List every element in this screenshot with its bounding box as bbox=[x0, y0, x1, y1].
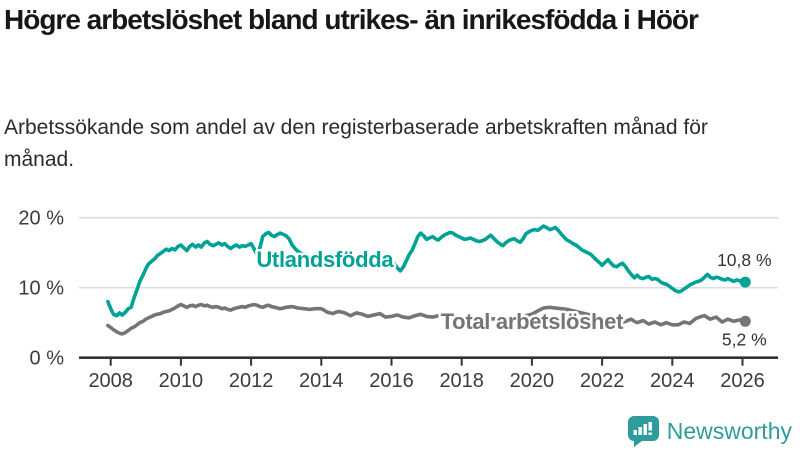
brand-name: Newsworthy bbox=[666, 418, 792, 444]
y-axis-tick-label: 20 % bbox=[18, 208, 64, 230]
chart-subtitle: Arbetssökande som andel av den registerb… bbox=[4, 116, 708, 171]
series-line-utlandsfodda bbox=[106, 224, 748, 318]
series-end-dot-utlandsfodda bbox=[739, 276, 751, 288]
y-axis-tick-label: 10 % bbox=[18, 278, 64, 300]
series-end-value-utlandsfodda: 10,8 % bbox=[717, 250, 771, 270]
page-title: Högre arbetslöshet bland utrikes- än inr… bbox=[4, 4, 699, 35]
x-axis-tick-label: 2024 bbox=[650, 370, 695, 392]
series-end-dot-total bbox=[739, 315, 751, 327]
x-axis-tick-label: 2014 bbox=[299, 370, 344, 392]
x-axis-tick-label: 2018 bbox=[439, 370, 484, 392]
x-axis-tick-label: 2026 bbox=[720, 370, 765, 392]
y-axis-tick-label: 0 % bbox=[30, 348, 65, 370]
series-label-total: Total arbetslöshet bbox=[441, 309, 624, 334]
series-line-total bbox=[106, 302, 748, 336]
x-axis-tick-label: 2008 bbox=[88, 370, 133, 392]
series-end-value-total: 5,2 % bbox=[722, 329, 767, 349]
x-axis-tick-label: 2016 bbox=[369, 370, 414, 392]
y-gridlines bbox=[79, 216, 778, 289]
newsworthy-logo-icon bbox=[627, 416, 659, 447]
x-axis-tick-label: 2012 bbox=[229, 370, 274, 392]
x-axis-tick-label: 2020 bbox=[510, 370, 555, 392]
x-axis-tick-label: 2010 bbox=[159, 370, 204, 392]
x-axis-tick-label: 2022 bbox=[580, 370, 625, 392]
y-axis-labels: 0 % 10 % 20 % bbox=[18, 208, 64, 370]
series-label-utlandsfodda: Utlandsfödda bbox=[256, 247, 394, 272]
brand-footer: Newsworthy bbox=[627, 416, 792, 447]
x-axis: 2008 2010 2012 2014 2016 2018 2020 2022 2024 2026 bbox=[79, 356, 778, 392]
